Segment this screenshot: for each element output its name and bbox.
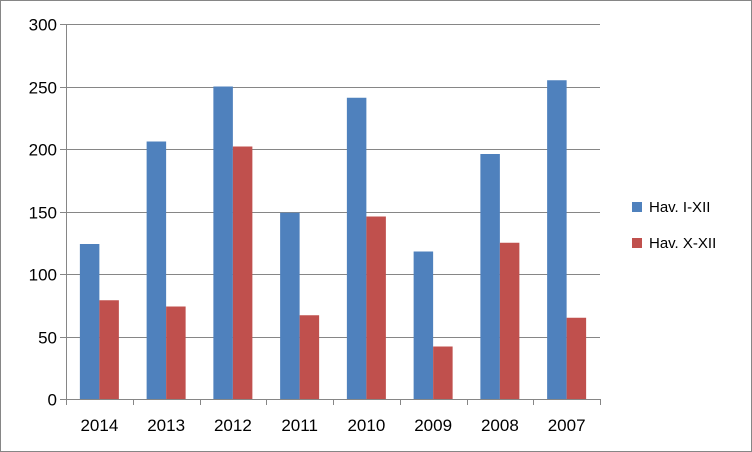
bar-2012-series-1	[213, 86, 233, 399]
x-tick-label: 2011	[281, 416, 318, 435]
bar-2007-series-1	[547, 80, 567, 399]
y-tick-label: 300	[29, 16, 57, 35]
y-tick-label: 50	[38, 329, 57, 348]
x-axis: 2014 2013 2012 2011 2010 2009 2008 2007	[66, 399, 601, 435]
bar-2008-series-2	[499, 242, 520, 399]
bar-2013-series-2	[166, 306, 186, 399]
y-axis: 0 50 100 150 200 250 300	[29, 16, 67, 410]
bar-2013-series-1	[146, 141, 167, 399]
bar-2008-series-1	[480, 154, 500, 399]
bar-2010-series-2	[366, 216, 386, 399]
legend-label: Hav. X-XII	[649, 235, 716, 252]
bar-2009-series-1	[413, 251, 434, 399]
bar-2014-series-1	[79, 244, 100, 399]
x-tick-label: 2008	[481, 416, 519, 435]
bar-2010-series-1	[346, 97, 367, 399]
bar-2014-series-2	[99, 300, 119, 399]
x-tick-label: 2009	[414, 416, 452, 435]
legend: Hav. I-XII Hav. X-XII	[632, 199, 716, 252]
legend-swatch	[632, 238, 642, 248]
y-tick-label: 200	[29, 141, 57, 160]
bar-2007-series-2	[566, 317, 587, 399]
y-tick-label: 250	[29, 79, 57, 98]
legend-label: Hav. I-XII	[649, 199, 710, 216]
bar-2011-series-1	[280, 212, 300, 399]
x-tick-label: 2012	[214, 416, 252, 435]
gridlines	[66, 24, 600, 338]
bar-2012-series-2	[232, 146, 253, 399]
x-tick-label: 2013	[147, 416, 185, 435]
legend-swatch	[632, 202, 642, 212]
y-tick-label: 0	[48, 391, 57, 410]
bar-2011-series-2	[299, 315, 320, 399]
bars	[79, 80, 587, 399]
y-tick-label: 100	[29, 266, 57, 285]
x-tick-label: 2010	[347, 416, 385, 435]
y-tick-label: 150	[29, 204, 57, 223]
x-tick-label: 2007	[548, 416, 586, 435]
bar-2009-series-2	[433, 346, 453, 399]
x-tick-label: 2014	[80, 416, 118, 435]
